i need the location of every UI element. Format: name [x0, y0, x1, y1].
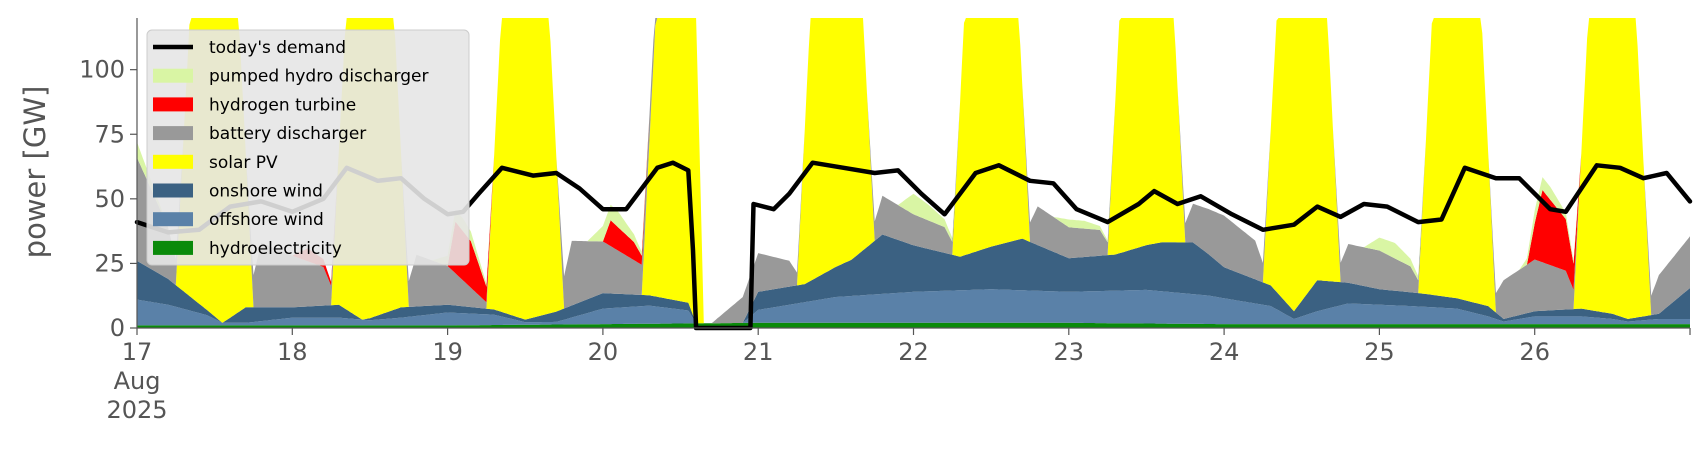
- x-tick-label: 19: [432, 338, 463, 366]
- legend-swatch-hydroelectricity: [153, 240, 193, 255]
- area-onshore-wind: [137, 234, 1690, 324]
- y-tick-label: 0: [110, 314, 125, 342]
- y-tick-label: 75: [94, 120, 125, 148]
- legend-swatch-hydrogen-turbine: [153, 97, 193, 112]
- x-tick-label: 20: [588, 338, 619, 366]
- legend: today's demand pumped hydro discharger hyd…: [146, 29, 470, 266]
- legend-label-hydrogen-turbine: hydrogen turbine: [209, 95, 356, 115]
- legend-label-today-s-demand: today's demand: [209, 38, 346, 58]
- x-tick-label: 22: [898, 338, 929, 366]
- legend-label-hydroelectricity: hydroelectricity: [209, 239, 342, 259]
- legend-swatch-offshore-wind: [153, 212, 193, 227]
- y-ticks: 0 25 50 75 100: [79, 56, 137, 342]
- area-hydroelectricity: [137, 322, 1690, 328]
- x-tick-label: 25: [1364, 338, 1395, 366]
- legend-frame: [146, 29, 470, 266]
- area-offshore-wind: [137, 289, 1690, 326]
- legend-label-battery-discharger: battery discharger: [209, 124, 366, 144]
- x-tick-label: 21: [743, 338, 774, 366]
- area-series-layer: [137, 18, 1690, 328]
- area-solar-PV: [137, 18, 1690, 324]
- x-tick-sublabel: 2025: [106, 396, 167, 424]
- y-tick-label: 100: [79, 56, 125, 84]
- legend-label-onshore-wind: onshore wind: [209, 182, 323, 202]
- x-tick-label: 17: [122, 338, 153, 366]
- x-tick-label: 18: [277, 338, 308, 366]
- legend-swatch-pumped-hydro-discharger: [153, 68, 193, 83]
- y-tick-label: 50: [94, 185, 125, 213]
- legend-label-offshore-wind: offshore wind: [209, 210, 324, 230]
- x-tick-label: 26: [1519, 338, 1550, 366]
- x-tick-sublabel: Aug: [114, 367, 161, 395]
- area-battery-discharger: [137, 18, 1690, 324]
- y-axis-title: power [GW]: [18, 86, 52, 259]
- x-tick-label: 24: [1209, 338, 1240, 366]
- y-tick-label: 25: [94, 249, 125, 277]
- legend-label-solar-pv: solar PV: [209, 153, 278, 173]
- legend-swatch-battery-discharger: [153, 126, 193, 141]
- legend-swatch-onshore-wind: [153, 183, 193, 198]
- legend-label-pumped-hydro-discharger: pumped hydro discharger: [209, 67, 428, 87]
- legend-swatch-solar-pv: [153, 154, 193, 169]
- x-tick-label: 23: [1054, 338, 1085, 366]
